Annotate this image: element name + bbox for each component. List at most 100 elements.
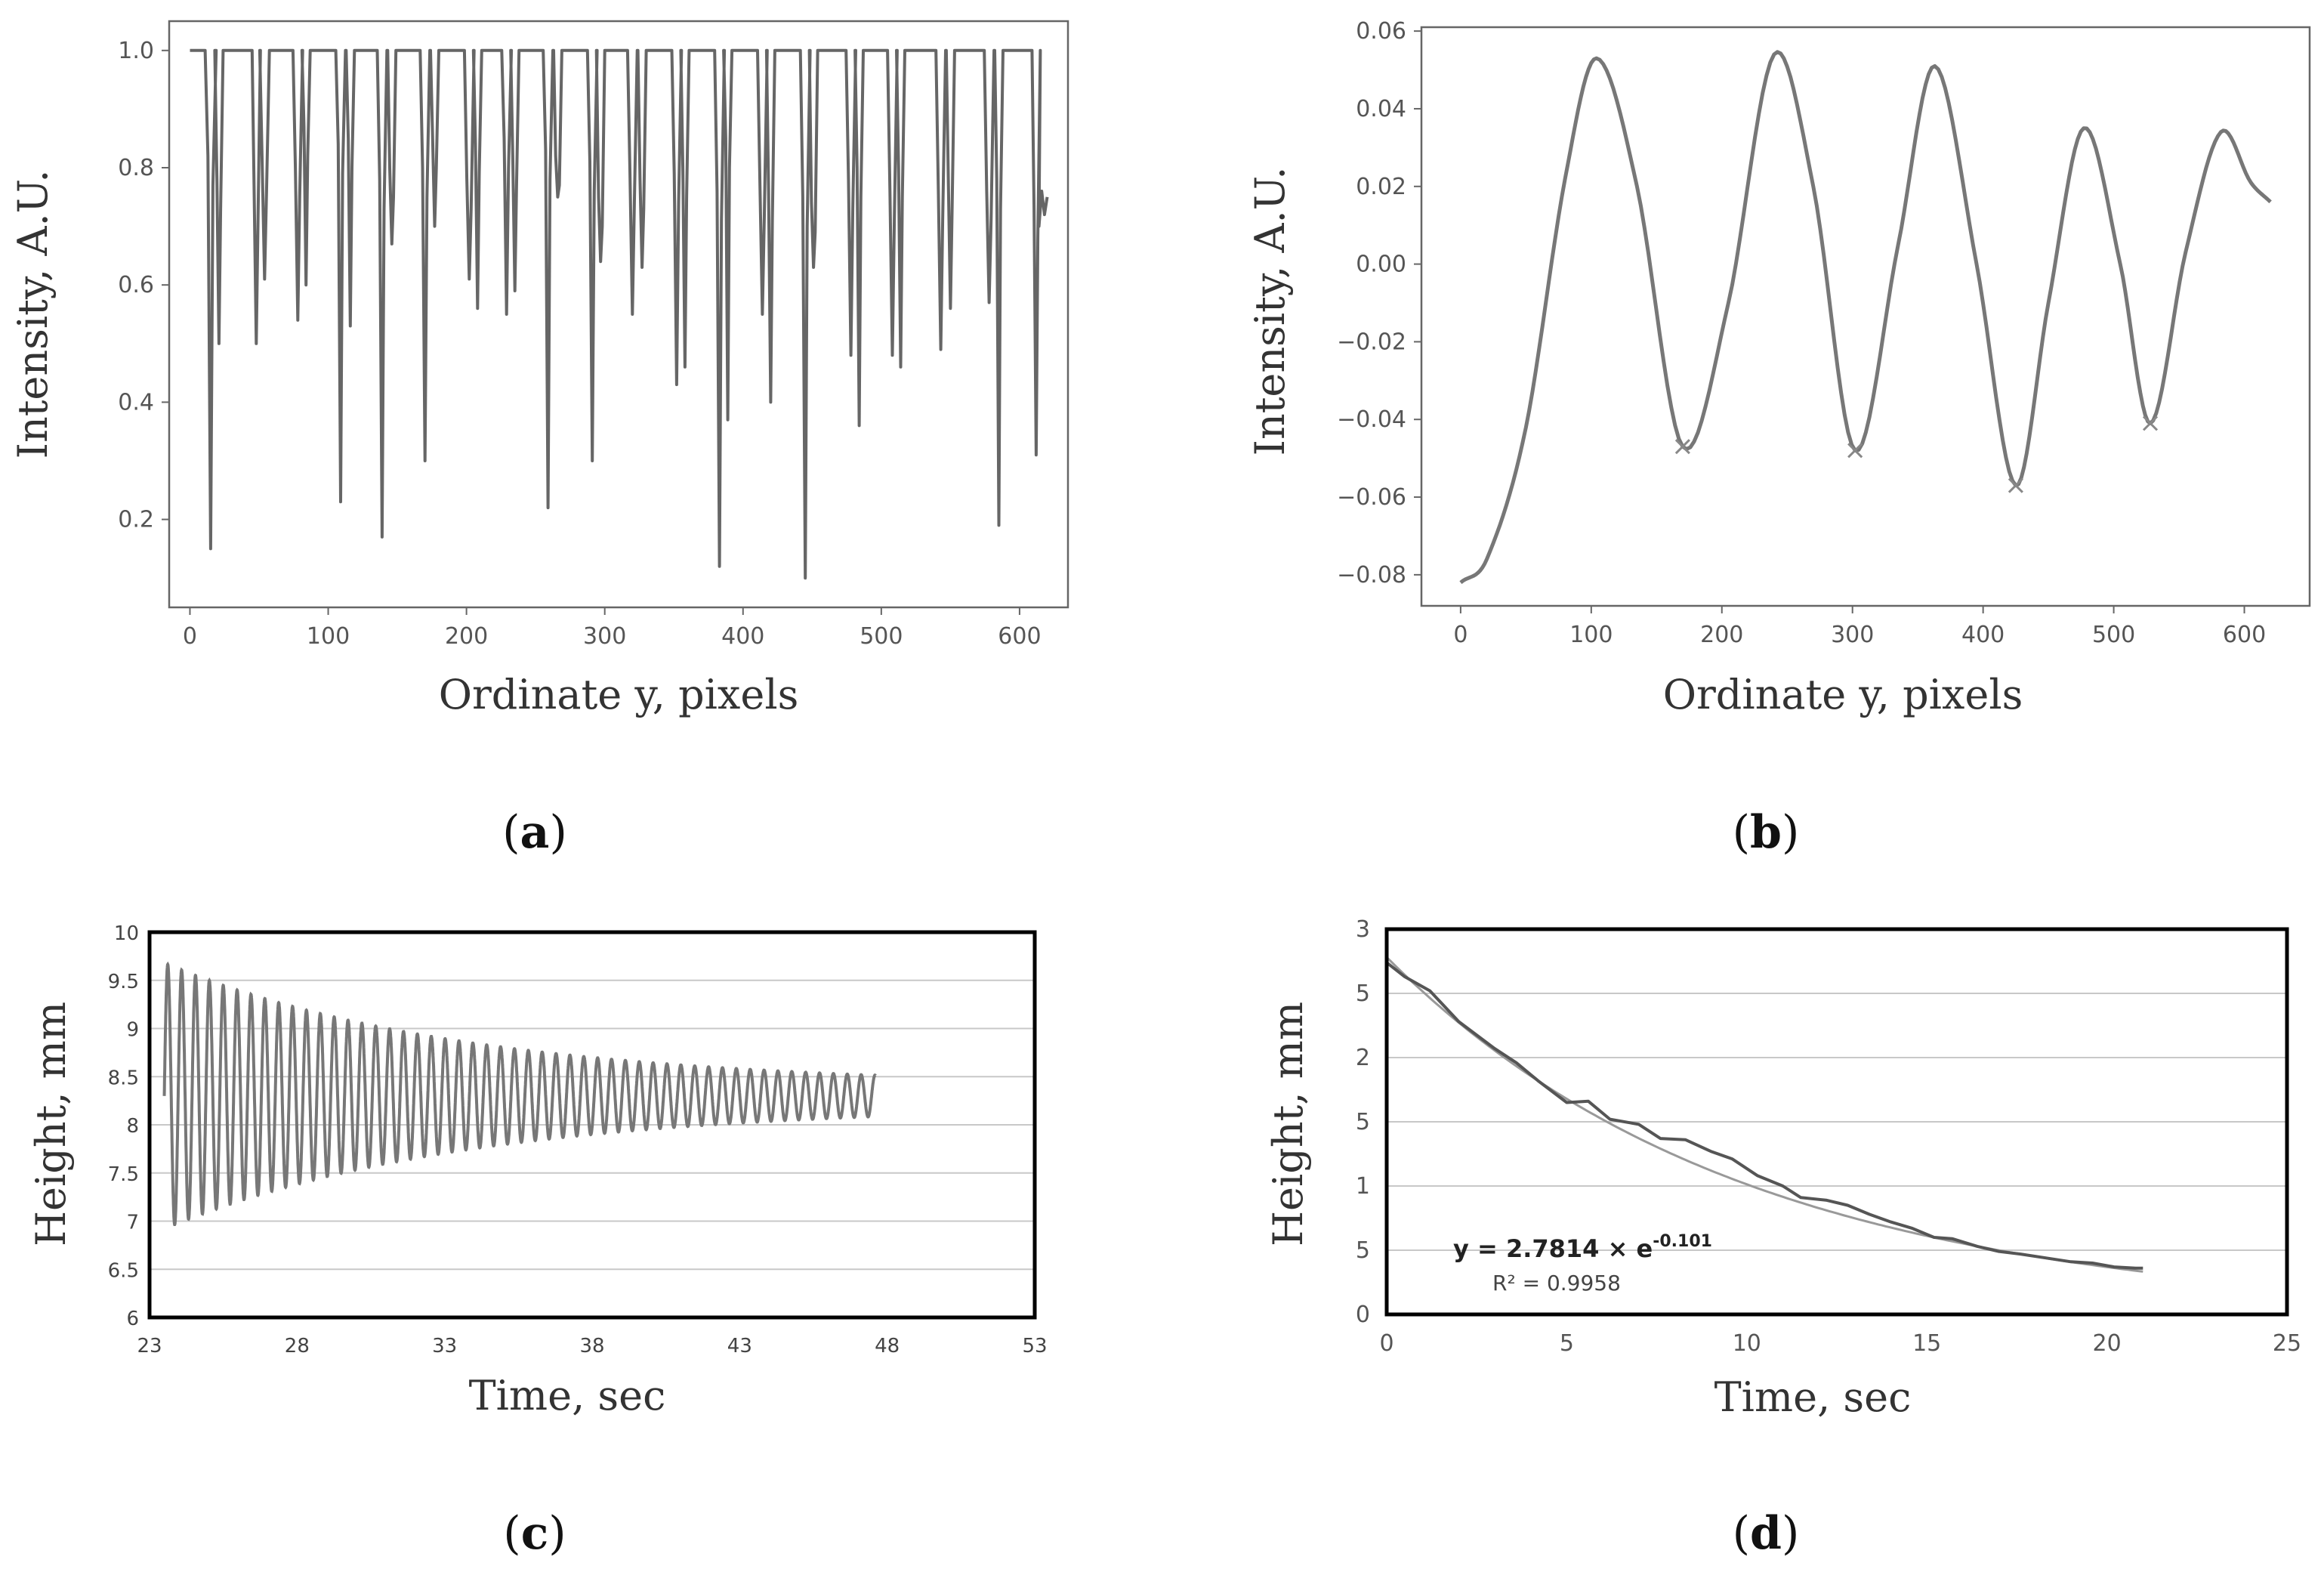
chart-a-x-axis-label: Ordinate y, pixels — [439, 671, 799, 718]
chart-c-ticks: 23 28 33 38 43 48 53 6 6.5 7 7.5 8 8.5 9 9.5 10 — [108, 922, 1048, 1357]
chart-d-y-axis-label: Height, mm — [1264, 1002, 1312, 1246]
chart-d-x-tick-label: 10 — [1733, 1330, 1761, 1357]
chart-b-minimum-marker — [1674, 439, 1690, 455]
chart-c-x-tick-label: 23 — [137, 1335, 162, 1357]
chart-a-x-tick-label: 500 — [860, 623, 903, 650]
chart-a-panel-label: (a) — [502, 806, 567, 859]
chart-d-panel-label: (d) — [1733, 1507, 1800, 1560]
chart-d-frame — [1384, 927, 2289, 1317]
chart-c-x-tick-label: 48 — [875, 1335, 900, 1357]
chart-a-y-tick-label: 0.4 — [118, 389, 154, 415]
chart-b-x-tick-label: 200 — [1700, 622, 1743, 648]
chart-b-y-tick-label: −0.04 — [1337, 406, 1406, 433]
chart-c-y-tick-label: 10 — [114, 922, 139, 945]
chart-b-y-tick-label: 0.06 — [1356, 18, 1406, 45]
chart-b-y-tick-label: 0.04 — [1356, 96, 1406, 122]
chart-b-ticks: 0 100 200 300 400 500 600 −0.08 −0.06 −0.04 −0.02 0… — [1337, 18, 2266, 648]
chart-a-panel-letter: a — [520, 806, 550, 859]
chart-c-y-tick-label: 6 — [126, 1308, 139, 1330]
chart-b-series-line — [1459, 50, 2272, 585]
chart-d-y-tick-label: 1 — [1356, 1173, 1370, 1200]
chart-b-frame — [1420, 26, 2311, 607]
chart-d-fit-equation: y = 2.7814 × e-0.101 — [1453, 1232, 1712, 1263]
chart-c-plot — [162, 961, 877, 1226]
chart-c-x-tick-label: 33 — [432, 1335, 457, 1357]
chart-d-y-tick-label: 3 — [1356, 916, 1370, 943]
chart-d-x-tick-label: 5 — [1560, 1330, 1574, 1357]
chart-b-x-axis-label: Ordinate y, pixels — [1663, 671, 2023, 718]
chart-d-y-tick-label: 2 — [1356, 1045, 1370, 1071]
chart-c-y-tick-label: 7.5 — [108, 1163, 139, 1186]
chart-d-x-axis-label: Time, sec — [1714, 1373, 1912, 1421]
chart-b-y-tick-label: −0.06 — [1337, 484, 1406, 511]
chart-a-x-tick-label: 600 — [998, 623, 1041, 650]
chart-b-minimum-marker — [1847, 443, 1863, 459]
chart-c-y-tick-label: 6.5 — [108, 1259, 139, 1282]
chart-b-y-tick-label: 0.00 — [1356, 252, 1406, 278]
chart-a-y-axis-label: Intensity, A.U. — [9, 170, 57, 459]
chart-a-x-tick-label: 400 — [721, 623, 764, 650]
chart-a-ticks: 0 100 200 300 400 500 600 0.2 0.4 0.6 0.8 1.0 — [118, 38, 1041, 650]
chart-d-panel-letter: d — [1750, 1507, 1782, 1560]
chart-b-x-tick-label: 500 — [2092, 622, 2135, 648]
chart-a-plot — [190, 48, 1049, 580]
chart-c-frame — [147, 930, 1037, 1320]
chart-a-y-tick-label: 0.2 — [118, 507, 154, 533]
chart-b-x-tick-label: 300 — [1831, 622, 1874, 648]
chart-a-frame — [168, 20, 1069, 609]
chart-a-y-tick-label: 0.8 — [118, 155, 154, 181]
chart-c: 23 28 33 38 43 48 53 6 6.5 7 7.5 8 8.5 9 9.5 10 Time, s… — [27, 922, 1048, 1560]
chart-c-y-tick-label: 9.5 — [108, 971, 139, 993]
chart-a-x-tick-label: 300 — [583, 623, 626, 650]
chart-c-panel-letter: c — [521, 1507, 549, 1560]
chart-b-x-tick-label: 400 — [1961, 622, 2005, 648]
chart-c-y-tick-label: 7 — [126, 1212, 139, 1234]
chart-d-x-tick-label: 20 — [2093, 1330, 2122, 1357]
chart-a-y-tick-label: 1.0 — [118, 38, 154, 64]
chart-d-grid — [1387, 993, 2287, 1251]
chart-c-x-tick-label: 38 — [579, 1335, 604, 1357]
chart-b-x-tick-label: 600 — [2223, 622, 2266, 648]
chart-d-x-tick-label: 15 — [1912, 1330, 1941, 1357]
chart-c-y-tick-label: 8.5 — [108, 1067, 139, 1089]
chart-b-minimum-marker — [2142, 415, 2159, 431]
chart-d-r-squared: R² = 0.9958 — [1492, 1271, 1621, 1296]
chart-b-panel-label: (b) — [1733, 806, 1800, 859]
chart-d-fit-equation-exponent: -0.101 — [1653, 1232, 1712, 1251]
chart-b-panel-letter: b — [1750, 806, 1782, 859]
chart-a-x-tick-label: 0 — [183, 623, 197, 650]
chart-b-x-tick-label: 100 — [1569, 622, 1613, 648]
chart-c-x-tick-label: 43 — [727, 1335, 752, 1357]
chart-b-y-tick-label: −0.02 — [1337, 329, 1406, 355]
chart-a-x-tick-label: 100 — [307, 623, 350, 650]
chart-a-y-tick-label: 0.6 — [118, 272, 154, 298]
chart-b-x-tick-label: 0 — [1453, 622, 1468, 648]
chart-a: 0 100 200 300 400 500 600 0.2 0.4 0.6 0.8 1.0 Ordin… — [9, 20, 1069, 859]
chart-a-x-tick-label: 200 — [445, 623, 488, 650]
chart-b-y-axis-label: Intensity, A.U. — [1246, 167, 1294, 456]
chart-d-plot — [1385, 956, 2143, 1273]
chart-d-y-tick-label: 5 — [1356, 981, 1370, 1007]
chart-b-minimum-marker — [2008, 477, 2023, 493]
chart-d-y-tick-label: 0 — [1356, 1302, 1370, 1328]
chart-c-panel-label: (c) — [503, 1507, 566, 1560]
chart-c-x-axis-label: Time, sec — [469, 1372, 666, 1419]
chart-a-series-line — [190, 48, 1049, 580]
chart-d-x-tick-label: 0 — [1379, 1330, 1393, 1357]
chart-c-x-tick-label: 53 — [1022, 1335, 1047, 1357]
chart-c-series-line — [162, 961, 877, 1226]
chart-d-measured-line — [1385, 961, 2143, 1270]
chart-b-plot — [1459, 50, 2272, 585]
chart-b-y-tick-label: 0.02 — [1356, 174, 1406, 200]
chart-d-fit-equation-base: y = 2.7814 × e — [1453, 1234, 1653, 1263]
chart-d-x-tick-label: 25 — [2273, 1330, 2301, 1357]
chart-c-x-tick-label: 28 — [285, 1335, 310, 1357]
chart-d-y-tick-label: 5 — [1356, 1237, 1370, 1264]
chart-c-y-tick-label: 8 — [126, 1115, 139, 1138]
chart-c-y-tick-label: 9 — [126, 1019, 139, 1042]
chart-d-y-tick-label: 5 — [1356, 1109, 1370, 1135]
